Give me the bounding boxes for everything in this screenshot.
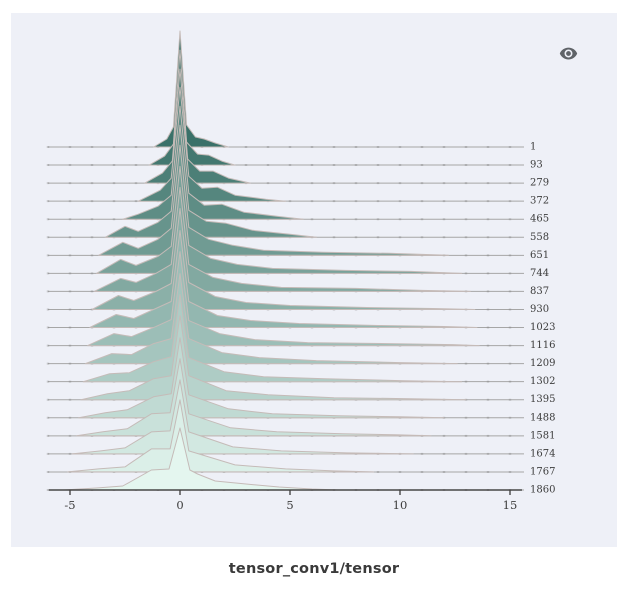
- step-label-1116: 1116: [530, 340, 555, 351]
- eye-icon-path: [559, 47, 577, 59]
- histogram-area-step-1: [153, 30, 229, 148]
- step-label-1674: 1674: [530, 448, 555, 459]
- x-tick-label-0: 0: [176, 498, 183, 512]
- step-label-1860: 1860: [530, 485, 555, 496]
- histogram-area-step-930: [91, 208, 476, 310]
- step-label-1767: 1767: [530, 466, 555, 477]
- histogram-area-step-465: [122, 105, 304, 220]
- histogram-area-step-1767: [67, 399, 375, 473]
- step-label-279: 279: [530, 178, 549, 189]
- step-label-1023: 1023: [530, 322, 555, 333]
- step-label-1488: 1488: [530, 412, 555, 423]
- step-label-1581: 1581: [530, 430, 555, 441]
- histogram-area-step-1674: [71, 379, 414, 455]
- histogram-area-step-744: [95, 165, 463, 274]
- x-tick-label--5: -5: [64, 498, 75, 512]
- x-tick-label-5: 5: [286, 498, 293, 512]
- step-label-1302: 1302: [530, 376, 555, 387]
- step-label-1209: 1209: [530, 358, 555, 369]
- histogram-area-step-1581: [76, 358, 432, 437]
- step-label-1395: 1395: [530, 394, 555, 405]
- step-label-558: 558: [530, 232, 549, 243]
- step-label-93: 93: [530, 160, 543, 171]
- x-tick-label-10: 10: [393, 498, 408, 512]
- step-label-837: 837: [530, 286, 549, 297]
- visibility-toggle-button[interactable]: [557, 43, 579, 63]
- eye-icon: [559, 47, 577, 59]
- x-tick-label-15: 15: [503, 498, 518, 512]
- step-label-744: 744: [530, 268, 549, 279]
- histogram-area-step-279: [144, 68, 251, 184]
- chart-title: tensor_conv1/tensor: [228, 561, 400, 577]
- histogram-area-step-93: [148, 49, 236, 166]
- histogram-area-step-558: [104, 124, 317, 238]
- step-label-930: 930: [530, 304, 549, 315]
- histogram-area-step-837: [93, 186, 471, 292]
- histogram-area-step-1488: [78, 337, 445, 419]
- histogram-area-step-1860: [62, 427, 339, 491]
- step-label-1: 1: [530, 142, 536, 153]
- histogram-card: [11, 13, 617, 547]
- step-label-651: 651: [530, 250, 549, 261]
- step-label-465: 465: [530, 214, 549, 225]
- step-label-372: 372: [530, 196, 549, 207]
